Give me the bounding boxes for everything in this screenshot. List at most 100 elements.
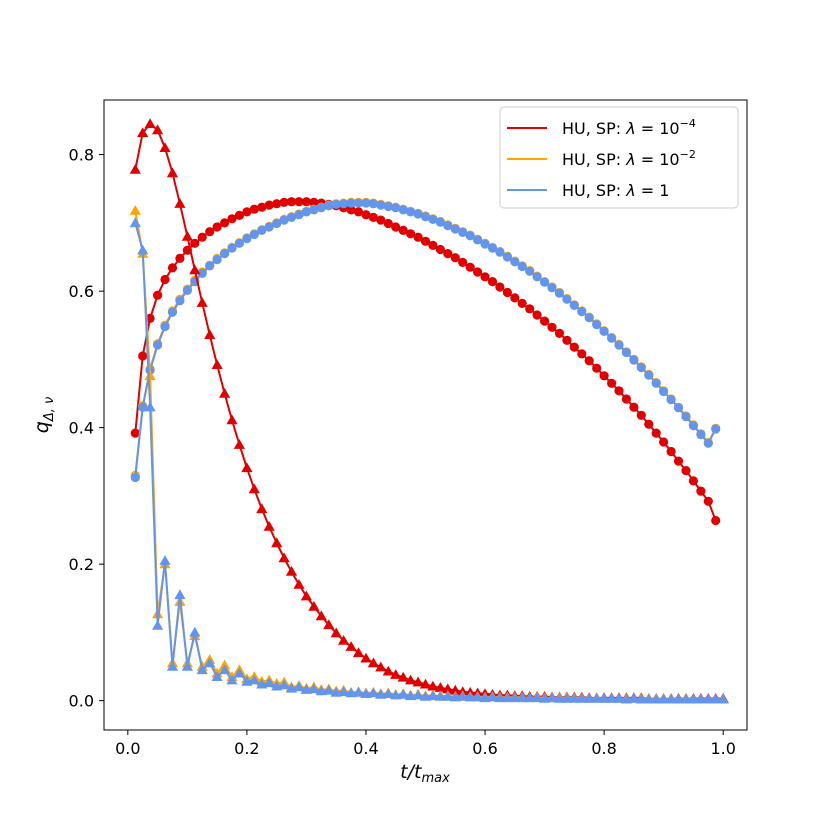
series-0-point [629,402,639,412]
series-0-point [383,218,393,229]
series-0-point [554,328,565,338]
legend-label-0: HU, SP: λ = 10−4 [562,117,696,138]
series-0-point [376,215,386,225]
series-5-point [137,244,149,255]
series-2-point [257,225,267,235]
series-2-point [554,288,565,298]
series-5-point [345,687,357,698]
series-2-point [197,268,207,278]
series-0-point [167,263,178,273]
series-0-point [428,240,438,250]
series-5-point [226,674,238,685]
series-5-point [360,688,372,698]
series-5-point [352,686,365,697]
series-3-point [159,142,171,152]
series-2-point [249,229,259,240]
series-2-point [592,320,602,330]
series-2-point [569,300,579,310]
series-3-point [181,230,193,241]
series-5-point [486,691,499,702]
series-2-point [383,201,393,212]
series-5-point [442,691,454,701]
series-2-point [376,200,386,210]
series-5-point [650,693,662,704]
series-5-point [189,626,201,637]
series-5-point [635,693,647,704]
series-5-point [159,555,171,565]
series-3-point [367,657,379,668]
series-2-point [629,355,639,365]
series-5-point [628,693,640,703]
legend-label-2: HU, SP: λ = 1 [562,181,669,200]
series-5-point [606,693,618,703]
series-0-point [130,428,140,438]
series-3-point [293,579,305,589]
series-5-point [457,691,469,701]
y-tick-label: 0.6 [69,282,94,301]
series-2-point [331,199,341,209]
series-0-point [636,410,646,420]
series-0-point [540,316,550,326]
series-5-point [524,692,536,703]
series-2-point [205,261,215,271]
series-0-point [584,356,594,366]
series-0-point [420,236,431,246]
series-0-point [227,214,237,224]
series-0-point [473,267,483,277]
series-3-point [419,678,432,689]
series-2-point [659,386,669,397]
series-5-point [152,620,164,630]
series-0-point [160,274,170,285]
series-5-point [204,657,216,668]
series-2-point [420,212,431,222]
legend-box [499,106,739,209]
legend-label-1: HU, SP: λ = 10−2 [562,148,696,169]
x-tick-label: 0.4 [353,739,378,758]
series-3-point [390,669,402,679]
series-0-point [480,272,490,282]
x-tick-label: 0.2 [234,739,259,758]
series-3-point [330,627,342,638]
series-0-point [361,210,371,220]
series-3-point [144,118,156,129]
series-5-point [233,667,245,678]
series-5-point [613,693,625,703]
series-5-point [561,693,573,703]
series-2-point [696,429,706,440]
series-5-point [405,690,417,701]
series-2-point [599,326,609,336]
series-3-point [233,439,245,449]
series-5-point [293,681,305,692]
series-5-point [591,693,603,703]
x-axis-label-subscript: max [421,771,450,786]
series-0-point [205,227,215,237]
series-0-point [443,249,453,259]
series-layer [129,118,729,704]
series-3-point [315,610,327,621]
series-5-point [174,589,186,600]
series-2-point [272,218,282,229]
series-0-point [607,378,617,388]
series-2-point [279,215,289,225]
series-0-point [502,287,512,298]
series-3-point [323,619,335,630]
series-3-point [449,684,461,695]
x-tick-label: 0.6 [472,739,497,758]
series-3-point [352,647,365,658]
series-3-point [248,483,260,494]
series-0-point [197,232,207,242]
series-5-point [717,693,729,704]
series-2 [130,198,721,483]
series-5-point [129,217,141,228]
series-0-point [510,293,520,303]
series-3-point [137,127,149,137]
series-5-point [472,691,484,702]
ticks-layer: 0.0 0.2 0.4 0.6 0.8 1.0 0.0 0.2 0.4 0.6 0.8 [69,146,736,758]
series-4-point [129,205,141,215]
series-0-point [234,210,244,220]
series-0-point [562,335,572,345]
series-5-point [181,660,193,671]
series-5-point [219,664,231,675]
series-0-point [614,386,624,396]
series-3-point [166,167,179,178]
